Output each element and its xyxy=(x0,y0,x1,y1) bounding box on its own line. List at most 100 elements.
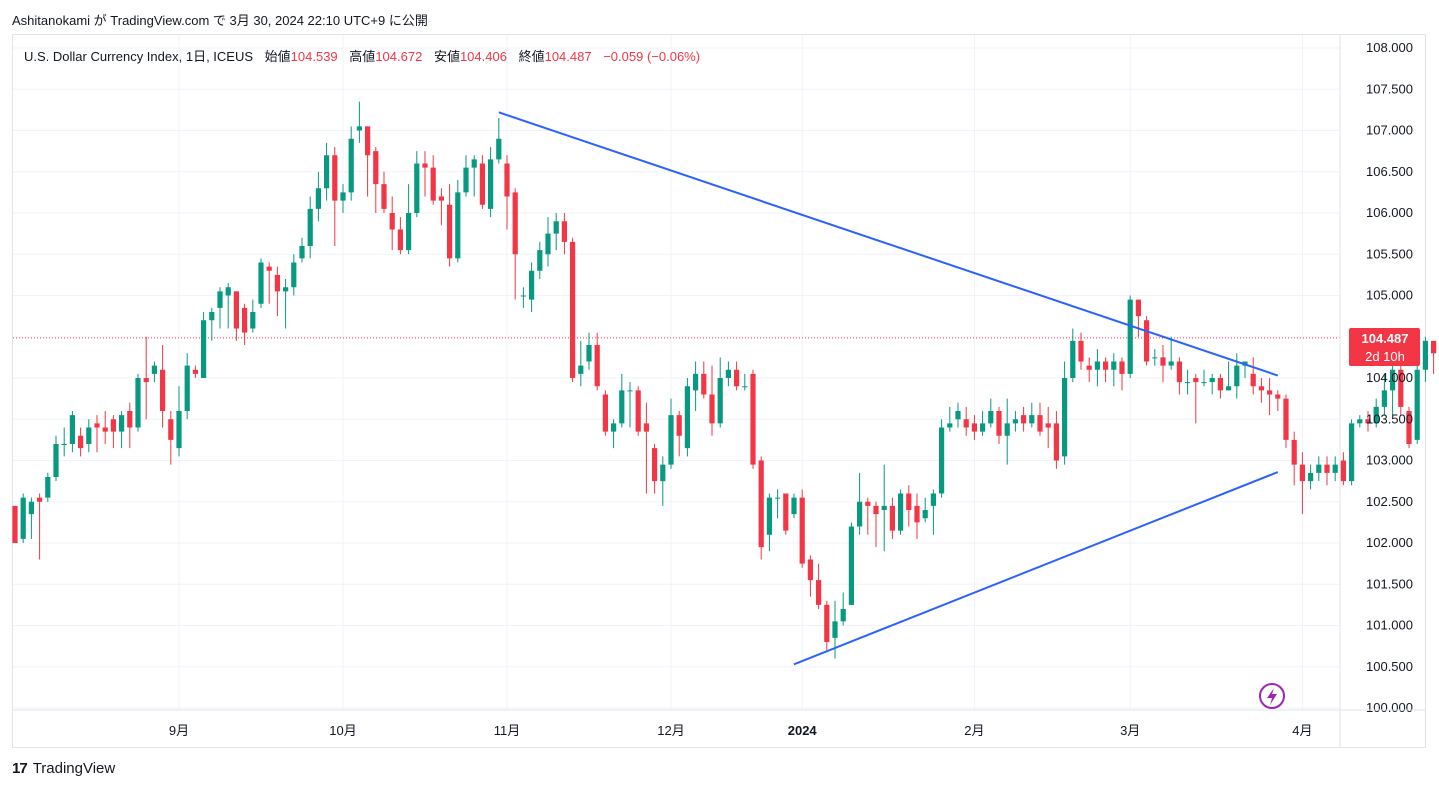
candle-body xyxy=(578,365,584,374)
candle xyxy=(881,464,887,552)
candle-body xyxy=(758,460,764,548)
candle xyxy=(660,456,666,506)
price-tick-label: 106.000 xyxy=(1366,205,1413,220)
candle xyxy=(397,217,403,255)
candle-body xyxy=(365,126,371,156)
candle xyxy=(110,415,116,449)
candle-body xyxy=(217,291,223,308)
candle xyxy=(1209,373,1215,395)
time-tick-label: 4月 xyxy=(1292,723,1312,738)
candle xyxy=(971,415,977,440)
candle xyxy=(1275,390,1281,411)
candle-body xyxy=(1373,406,1379,424)
candle xyxy=(168,411,174,465)
candle xyxy=(381,171,387,213)
candle-body xyxy=(176,411,182,449)
candle xyxy=(1201,369,1207,387)
candle xyxy=(717,357,723,428)
candle-body xyxy=(250,312,256,329)
candle-body xyxy=(1414,369,1420,440)
candle-body xyxy=(1283,398,1289,440)
candle-body xyxy=(947,423,953,428)
candle-body xyxy=(291,262,297,288)
candle-body xyxy=(1021,415,1027,424)
candle-body xyxy=(668,415,674,465)
candle-body xyxy=(340,192,346,201)
candle-body xyxy=(1349,423,1355,482)
candle-body xyxy=(479,163,485,205)
candle-body xyxy=(258,262,264,304)
candle-body xyxy=(545,233,551,255)
candle-body xyxy=(1168,361,1174,366)
candle-body xyxy=(1299,464,1305,482)
candle xyxy=(906,485,912,527)
candle-body xyxy=(348,138,354,193)
candle-body xyxy=(324,155,330,189)
candle-body xyxy=(1324,464,1330,473)
candle-body xyxy=(889,505,895,531)
candle-body xyxy=(45,477,51,498)
candle-body xyxy=(20,497,26,539)
candle xyxy=(201,312,207,378)
candle xyxy=(184,353,190,420)
candle-body xyxy=(799,497,805,564)
candle xyxy=(799,489,805,568)
candle xyxy=(980,411,986,436)
candle-body xyxy=(1152,357,1158,359)
candle-body xyxy=(750,373,756,465)
candle xyxy=(1152,349,1158,366)
candle xyxy=(1176,357,1182,395)
candle xyxy=(348,126,354,201)
candle-body xyxy=(1217,378,1223,391)
candle-body xyxy=(627,390,633,392)
candle xyxy=(824,600,830,651)
candle xyxy=(561,213,567,255)
symbol-name[interactable]: U.S. Dollar Currency Index, 1日, ICEUS xyxy=(24,49,254,64)
candle-body xyxy=(283,287,289,292)
candle xyxy=(356,101,362,143)
candle xyxy=(668,398,674,469)
candle xyxy=(635,386,641,436)
candle-body xyxy=(971,423,977,432)
candle xyxy=(373,147,379,213)
candle-body xyxy=(1193,378,1199,383)
candle xyxy=(684,378,690,457)
candle-body xyxy=(1078,340,1084,362)
candle xyxy=(988,398,994,428)
candle xyxy=(922,497,928,523)
candle xyxy=(307,196,313,259)
candle xyxy=(20,493,26,543)
candle-body xyxy=(1160,357,1166,366)
candle xyxy=(939,419,945,498)
price-tick-label: 102.500 xyxy=(1366,494,1413,509)
candle-body xyxy=(1258,386,1264,391)
tradingview-logo[interactable]: 17 TradingView xyxy=(12,760,115,777)
candle-body xyxy=(1135,299,1141,317)
candle xyxy=(775,489,781,519)
candle xyxy=(1029,402,1035,428)
candle-body xyxy=(266,266,272,271)
candle xyxy=(143,336,149,420)
replay-lightning-icon[interactable] xyxy=(1259,683,1285,709)
candle-body xyxy=(594,345,600,387)
candle-body xyxy=(356,126,362,131)
candle-body xyxy=(570,241,576,378)
candle xyxy=(520,287,526,308)
author-name[interactable]: Ashitanokami xyxy=(12,13,91,28)
candle xyxy=(1250,357,1256,395)
candle xyxy=(250,299,256,333)
candle-body xyxy=(1201,382,1207,384)
candle xyxy=(709,365,715,436)
candle xyxy=(283,279,289,329)
candle-body xyxy=(963,419,969,428)
change-value: −0.059 (−0.06%) xyxy=(603,49,701,64)
candle-body xyxy=(1004,423,1010,436)
candle xyxy=(1390,365,1396,416)
price-tick-label: 102.000 xyxy=(1366,535,1413,550)
candle-body xyxy=(643,423,649,432)
candle xyxy=(643,402,649,494)
candle xyxy=(422,151,428,197)
candle-body xyxy=(1390,369,1396,391)
chart-frame xyxy=(12,34,1426,748)
